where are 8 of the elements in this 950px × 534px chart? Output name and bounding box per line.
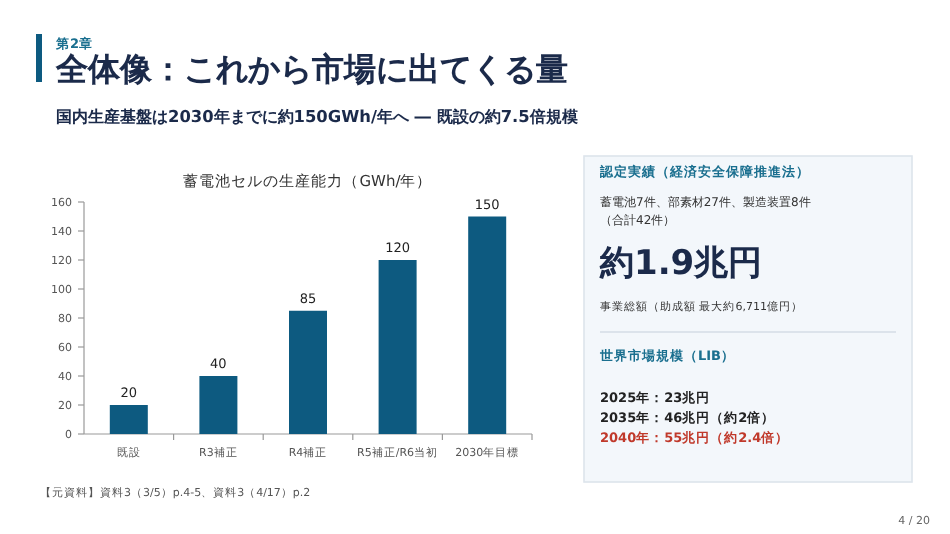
- text: 全体像：これから市場に出てくる量: [54, 50, 568, 88]
- bar: [378, 260, 417, 434]
- text: 国内生産基盤は2030年までに約150GWh/年へ ― 既設の約7.5倍規模: [56, 106, 580, 126]
- text: 約1.9兆円: [598, 244, 763, 284]
- bar: [109, 405, 148, 434]
- bar: [199, 376, 238, 434]
- bar: [468, 216, 507, 434]
- bar: [289, 310, 327, 434]
